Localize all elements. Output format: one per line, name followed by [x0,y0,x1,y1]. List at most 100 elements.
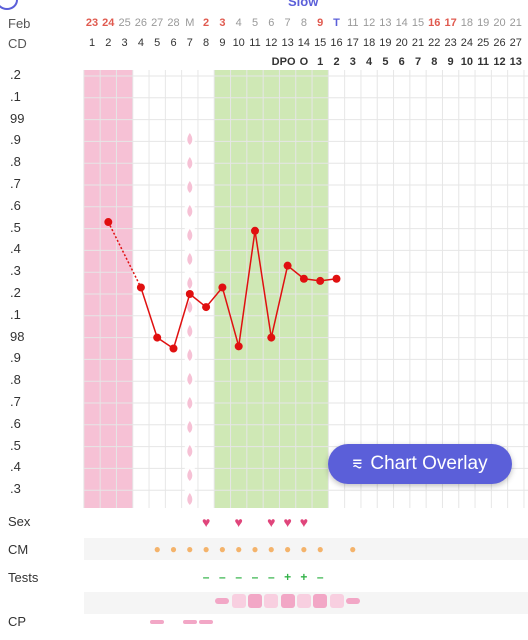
cp-bar[interactable] [280,594,295,608]
cp-bar[interactable] [248,594,262,608]
y-tick-label: .6 [10,197,21,213]
cm-drop-icon[interactable]: ● [153,542,161,556]
date-cell[interactable]: 21 [509,17,522,29]
chart-overlay-button[interactable]: ⩳ Chart Overlay [328,444,512,484]
date-cell[interactable]: 28 [167,17,180,29]
date-cell[interactable]: 27 [151,17,164,29]
cp-bar[interactable] [313,594,328,608]
cm-drop-icon[interactable]: ● [218,542,227,556]
cp-bar[interactable] [199,620,214,624]
heart-icon[interactable]: ♥ [267,514,276,530]
cm-drop-icon[interactable]: ● [235,542,243,556]
heart-icon[interactable]: ♥ [283,514,292,530]
date-cell[interactable]: T [333,17,340,29]
cp-bar[interactable] [215,598,230,604]
date-cell[interactable]: 25 [118,17,131,29]
date-cell[interactable]: 14 [395,17,408,29]
cycle-day-cell: 7 [186,37,193,49]
y-tick-label: .4 [10,241,21,257]
cp-bar[interactable] [182,620,197,624]
ovulation-drop-icon [187,133,193,145]
temp-line-segment [205,286,223,308]
cp-bar[interactable] [345,598,360,604]
y-tick-label: .5 [10,219,21,235]
test-result[interactable]: – [316,570,324,584]
y-tick-label: .9 [10,350,21,366]
test-result[interactable]: – [251,570,259,584]
date-cell[interactable]: 8 [300,17,307,29]
date-cell[interactable]: M [185,17,195,29]
y-tick-label: .8 [10,372,21,388]
month-label: Feb [8,16,31,31]
y-tick-label: .9 [10,132,21,148]
cycle-day-cell: 12 [265,37,278,49]
cm-drop-icon[interactable]: ● [169,542,178,556]
test-result[interactable]: – [202,570,210,584]
cycle-day-cell: 22 [428,37,441,49]
temp-point [218,283,227,292]
cp-bar[interactable] [264,594,279,608]
date-cell[interactable]: 20 [493,17,506,29]
date-cell[interactable]: 11 [347,17,359,29]
cp-bar[interactable] [150,620,165,624]
heart-icon[interactable]: ♥ [201,514,211,530]
cm-drop-icon[interactable]: ● [283,542,292,556]
temp-line-segment [140,287,158,338]
date-cell[interactable]: 19 [477,17,490,29]
heart-icon[interactable]: ♥ [234,514,243,530]
cm-drop-icon[interactable]: ● [251,542,259,556]
test-result[interactable]: + [284,570,292,584]
date-cell[interactable]: 5 [251,17,259,29]
date-cell[interactable]: 24 [102,17,115,29]
test-result[interactable]: – [219,570,226,584]
date-cell[interactable]: 17 [444,17,457,29]
cp-row-label: CP [8,614,27,629]
date-cell[interactable]: 12 [362,17,376,29]
date-cell[interactable]: 23 [85,17,99,29]
y-tick-label: .8 [10,154,21,170]
cycle-day-cell: 26 [493,37,506,49]
y-tick-label: .4 [10,459,21,475]
cm-drop-icon[interactable]: ● [202,542,210,556]
cp-bar[interactable] [231,594,246,608]
date-cell[interactable]: 4 [235,17,242,29]
date-cell[interactable]: 9 [317,17,324,29]
cp-bar[interactable] [329,594,344,608]
fertile-window-band [214,70,329,508]
cm-drop-icon[interactable]: ● [316,542,324,556]
date-cell[interactable]: 18 [460,17,474,29]
ovulation-drop-icon [187,157,193,169]
cycle-day-cell: 2 [105,37,112,49]
cm-drop-icon[interactable]: ● [267,542,275,556]
cm-drop-icon[interactable]: ● [300,542,308,556]
y-tick-label: .3 [10,481,21,497]
temp-line-segment [107,221,142,288]
cycle-day-cell: 5 [154,37,161,49]
test-result[interactable]: – [267,570,275,584]
cm-drop-icon[interactable]: ● [186,542,194,556]
date-cell[interactable]: 26 [134,17,148,29]
dpo-cell: 6 [398,56,405,68]
ovulation-drop-icon [187,277,193,289]
date-cell[interactable]: 6 [268,17,275,29]
date-cell[interactable]: 16 [428,17,441,29]
y-tick-label: .2 [10,285,21,300]
temp-line-segment [270,265,289,338]
date-cell[interactable]: 2 [203,17,210,29]
cm-drop-icon[interactable]: ● [349,542,357,556]
test-result[interactable]: + [300,570,308,584]
test-result[interactable]: – [235,570,243,584]
temp-point [136,283,145,292]
date-cell[interactable]: 3 [219,17,226,29]
dpo-cell: O [299,56,309,68]
cycle-day-cell: 20 [395,37,408,49]
ovulation-drop-icon [187,301,193,313]
date-cell[interactable]: 7 [284,17,291,29]
cp-bar[interactable] [296,594,311,608]
cycle-day-cell: 8 [203,37,210,49]
date-cell[interactable]: 15 [411,17,425,29]
dpo-cell: 9 [447,56,454,68]
date-cell[interactable]: 13 [379,17,392,29]
heart-icon[interactable]: ♥ [299,514,309,530]
